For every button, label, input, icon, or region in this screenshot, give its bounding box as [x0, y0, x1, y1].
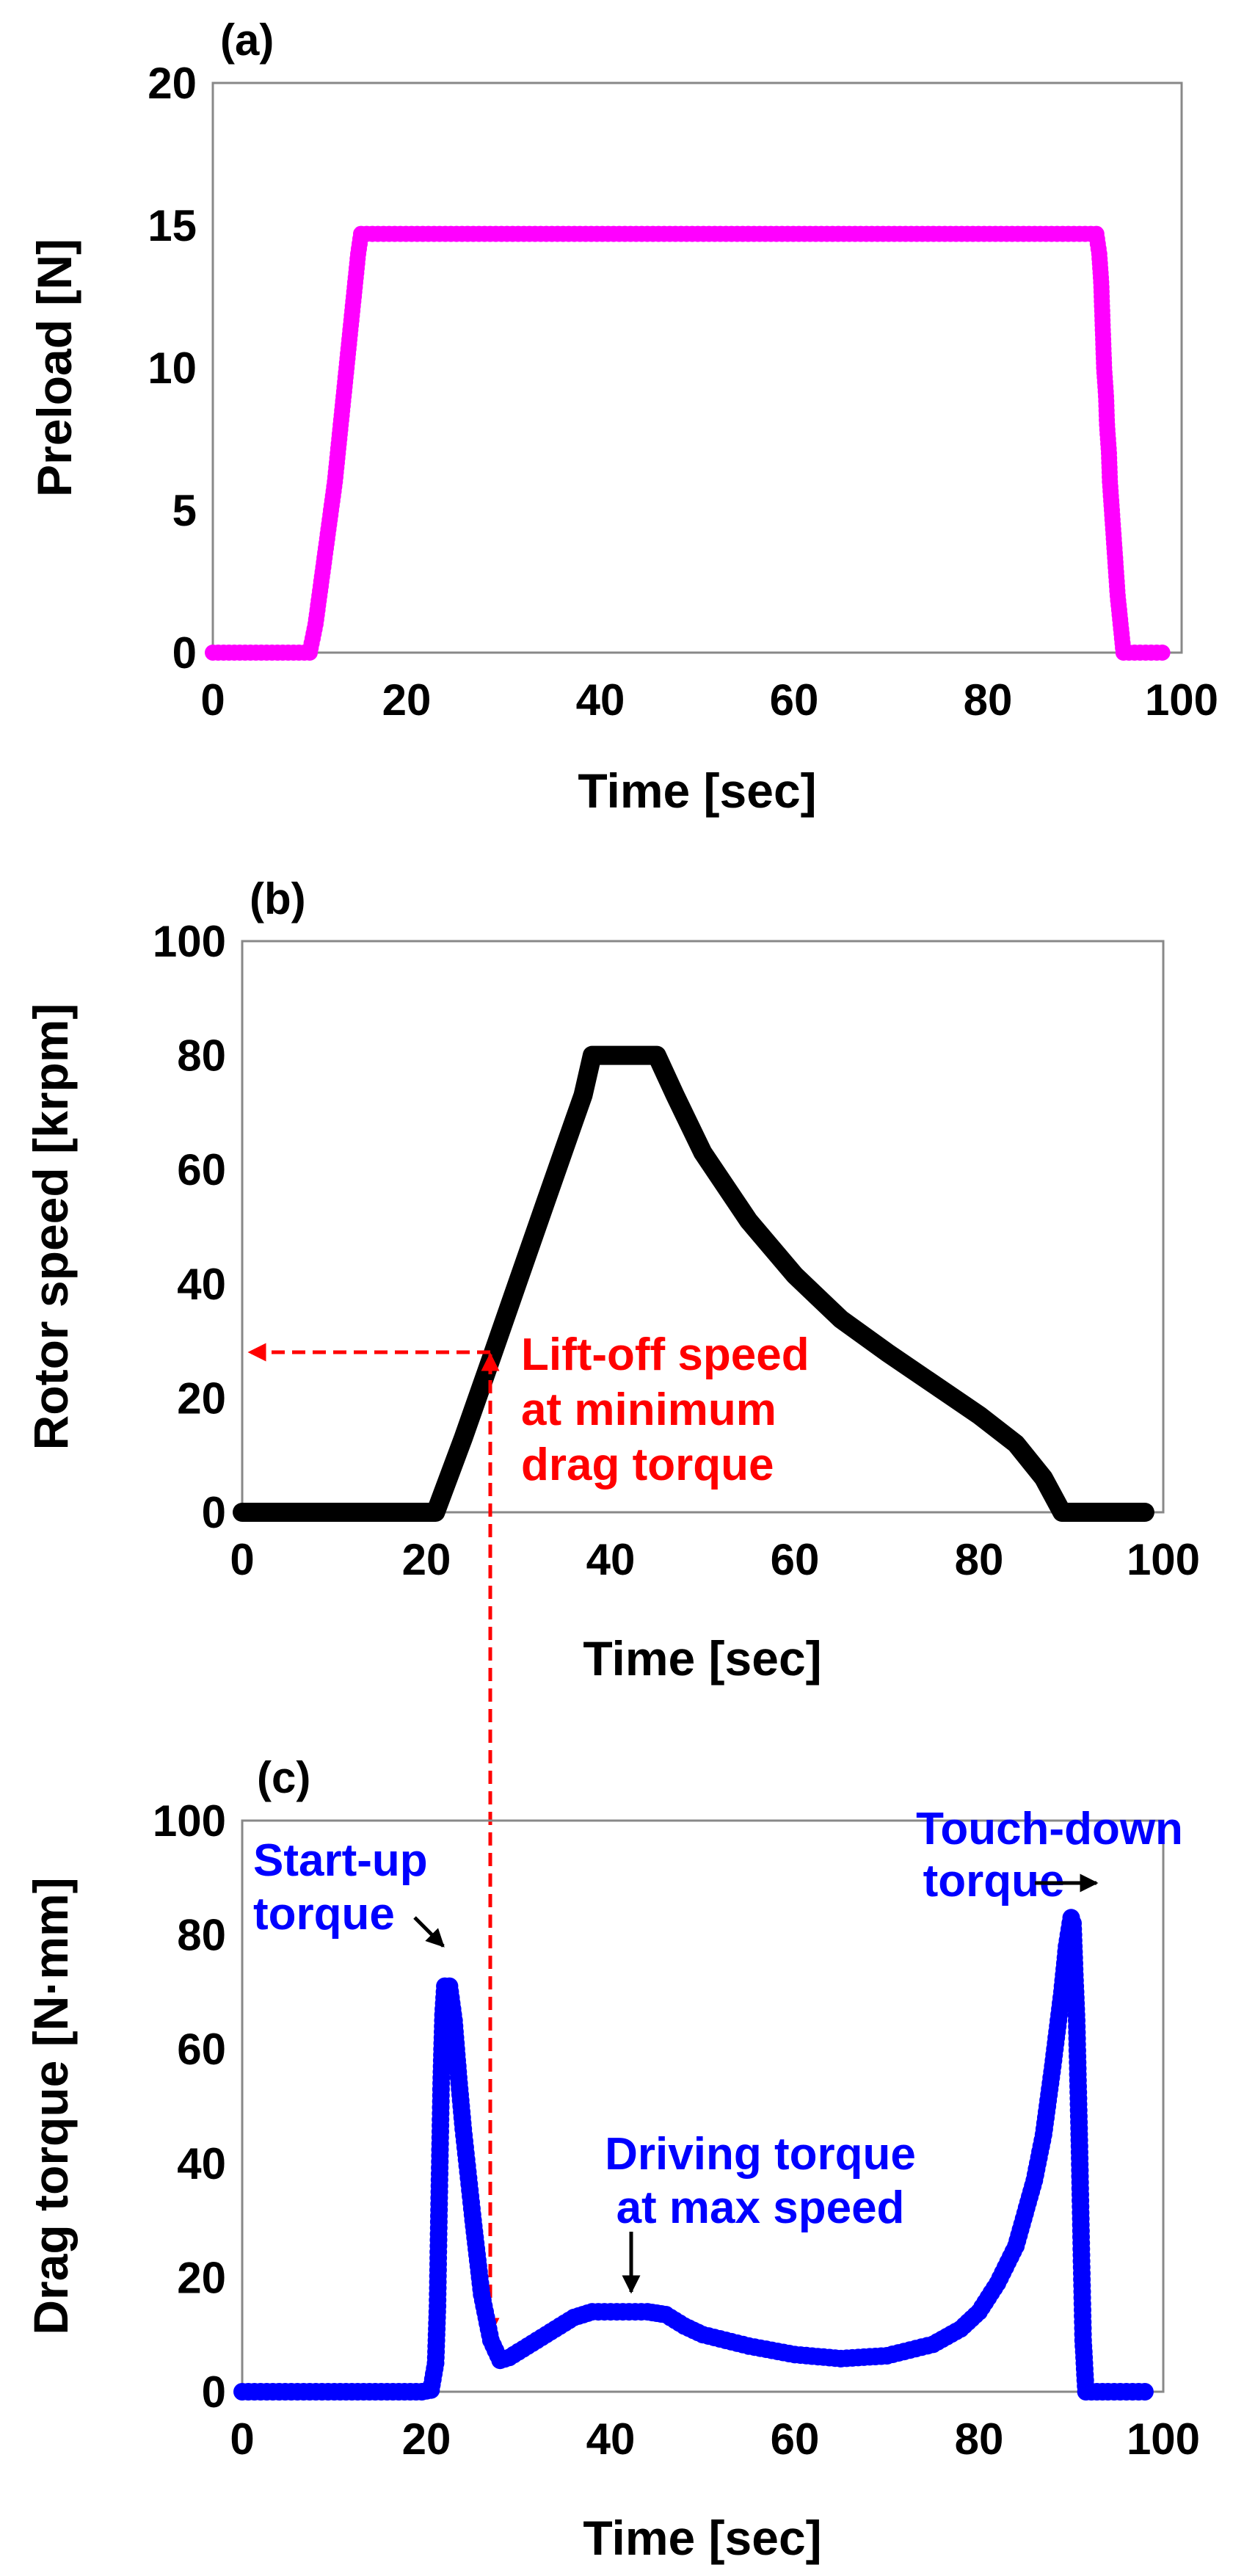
panel-b: (b) 0 20 40 60 80 100 0 20 40 60 80 100 Time [sec]…: [23, 874, 1200, 1686]
x-tick-label: 60: [770, 675, 819, 725]
data-point: [1135, 2383, 1154, 2401]
x-tick-label: 20: [402, 1535, 451, 1584]
y-tick-label: 40: [177, 1260, 226, 1309]
x-tick-label: 60: [771, 2414, 820, 2464]
panel-a-y-ticks: 0 5 10 15 20: [148, 59, 197, 678]
panel-b-xlabel: Time [sec]: [583, 1631, 821, 1686]
driving-torque-label-line-1: Driving torque: [605, 2129, 916, 2180]
x-tick-label: 80: [955, 2414, 1004, 2464]
panel-a-label: (a): [220, 15, 274, 65]
lift-off-label-line-2: at minimum: [521, 1385, 776, 1435]
panel-a-xlabel: Time [sec]: [578, 763, 816, 818]
panel-a: (a) 0 5 10 15 20 0 20 40 60 80 100 Time [sec] Pre…: [27, 15, 1218, 818]
panel-c-y-ticks: 0 20 40 60 80 100: [153, 1796, 226, 2417]
start-up-arrow: [413, 1916, 445, 1948]
y-tick-label: 0: [202, 2368, 226, 2417]
x-tick-label: 0: [200, 675, 225, 725]
x-tick-label: 0: [230, 1535, 254, 1584]
lift-off-label-line-1: Lift-off speed: [521, 1329, 810, 1380]
y-tick-label: 60: [177, 2025, 226, 2074]
lift-off-label-line-3: drag torque: [521, 1440, 774, 1490]
y-tick-label: 0: [172, 628, 197, 678]
y-tick-label: 80: [177, 1911, 226, 1960]
panel-c-series: [233, 1909, 1154, 2401]
panel-a-x-ticks: 0 20 40 60 80 100: [200, 675, 1218, 725]
panel-c-ylabel: Drag torque [N·mm]: [23, 1877, 78, 2334]
driving-torque-label-line-2: at max speed: [616, 2183, 905, 2233]
panel-c-frame: [241, 1819, 1165, 2393]
x-tick-label: 80: [964, 675, 1013, 725]
x-tick-label: 0: [230, 2414, 254, 2464]
y-tick-label: 100: [153, 1796, 226, 1846]
panel-b-series: [233, 1045, 1154, 1522]
start-up-label-line-1: Start-up: [253, 1835, 428, 1886]
y-tick-label: 5: [172, 486, 197, 535]
panel-a-ylabel: Preload [N]: [27, 239, 81, 497]
panel-a-series: [205, 225, 1171, 661]
x-tick-label: 40: [586, 1535, 636, 1584]
panel-b-y-ticks: 0 20 40 60 80 100: [153, 917, 226, 1537]
y-tick-label: 80: [177, 1031, 226, 1081]
x-tick-label: 100: [1145, 675, 1218, 725]
panel-b-frame: [241, 940, 1165, 1514]
x-tick-label: 80: [955, 1535, 1004, 1584]
panel-c-label: (c): [257, 1753, 310, 1802]
x-tick-label: 40: [586, 2414, 636, 2464]
start-up-label-line-2: torque: [253, 1889, 395, 1940]
y-tick-label: 20: [148, 59, 197, 108]
data-point: [1154, 645, 1171, 661]
panel-c: (c) 0 20 40 60 80 100 0 20 40 60 80 100 Time [sec]…: [23, 1753, 1200, 2565]
x-tick-label: 20: [402, 2414, 451, 2464]
y-tick-label: 100: [153, 917, 226, 966]
x-tick-label: 100: [1127, 2414, 1200, 2464]
panel-c-x-ticks: 0 20 40 60 80 100: [230, 2414, 1200, 2464]
y-tick-label: 15: [148, 201, 197, 250]
y-tick-label: 20: [177, 1374, 226, 1423]
y-tick-label: 10: [148, 344, 197, 393]
touch-down-label-line-1: Touch-down: [916, 1804, 1183, 1854]
panel-b-x-ticks: 0 20 40 60 80 100: [230, 1535, 1200, 1584]
panel-b-label: (b): [250, 874, 306, 924]
y-tick-label: 40: [177, 2139, 226, 2188]
panel-c-xlabel: Time [sec]: [583, 2511, 821, 2565]
x-tick-label: 60: [771, 1535, 820, 1584]
y-tick-label: 20: [177, 2253, 226, 2302]
panel-b-ylabel: Rotor speed [krpm]: [23, 1004, 78, 1451]
y-tick-label: 0: [202, 1488, 226, 1537]
x-tick-label: 100: [1127, 1535, 1200, 1584]
series-line: [233, 1045, 1154, 1522]
y-tick-label: 60: [177, 1145, 226, 1194]
x-tick-label: 20: [382, 675, 432, 725]
x-tick-label: 40: [576, 675, 625, 725]
panel-a-frame: [211, 81, 1183, 654]
